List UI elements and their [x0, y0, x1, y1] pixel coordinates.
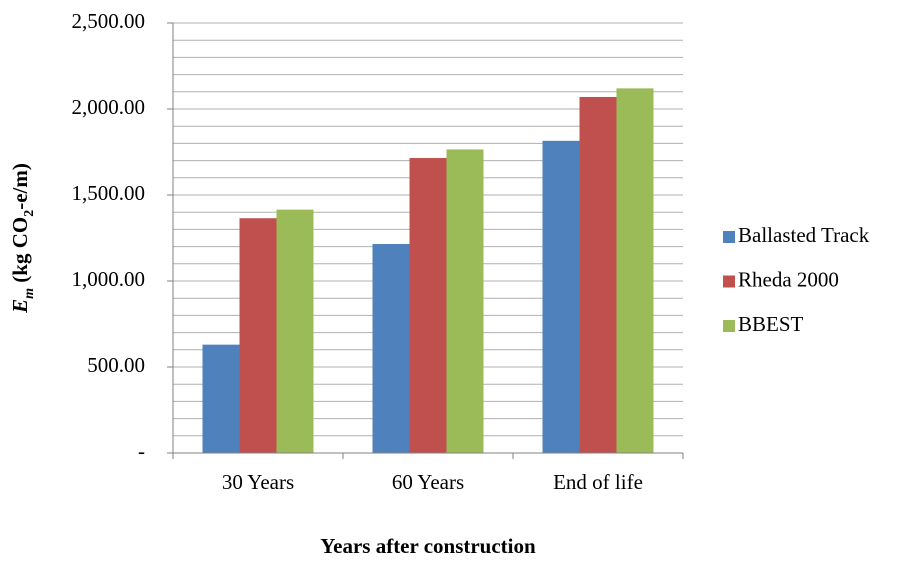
y-axis-title-part: m — [22, 288, 37, 299]
x-tick-label: End of life — [553, 470, 643, 494]
y-tick-label: 2,500.00 — [72, 9, 146, 33]
x-tick-label: 30 Years — [222, 470, 294, 494]
bar — [579, 96, 617, 454]
bar — [202, 344, 240, 453]
y-tick-label: 1,000.00 — [72, 267, 146, 291]
y-tick-label: 500.00 — [87, 353, 145, 377]
legend-label: Rheda 2000 — [738, 267, 839, 291]
legend-swatch — [723, 275, 735, 288]
x-axis-title: Years after construction — [320, 534, 536, 558]
x-tick-label: 60 Years — [392, 470, 464, 494]
bar — [276, 209, 314, 453]
legend-swatch — [723, 231, 735, 243]
y-axis-title-part: E — [8, 299, 32, 314]
y-axis-title-part: 2 — [22, 210, 37, 217]
bar — [446, 149, 484, 454]
y-tick-label: 2,000.00 — [72, 95, 146, 119]
y-tick-label: - — [138, 439, 145, 463]
legend-swatch — [723, 320, 735, 332]
legend-label: Ballasted Track — [738, 223, 870, 247]
bar — [409, 158, 447, 453]
y-axis-title: Em (kg CO2-e/m) — [8, 163, 37, 314]
bar — [616, 88, 654, 454]
bar — [239, 218, 277, 453]
bar — [542, 140, 580, 453]
y-axis-title-part: -e/m) — [8, 163, 32, 210]
legend-label: BBEST — [738, 312, 804, 336]
bar — [372, 244, 410, 453]
y-tick-label: 1,500.00 — [72, 181, 146, 205]
y-axis-title-part: (kg CO — [8, 217, 32, 288]
